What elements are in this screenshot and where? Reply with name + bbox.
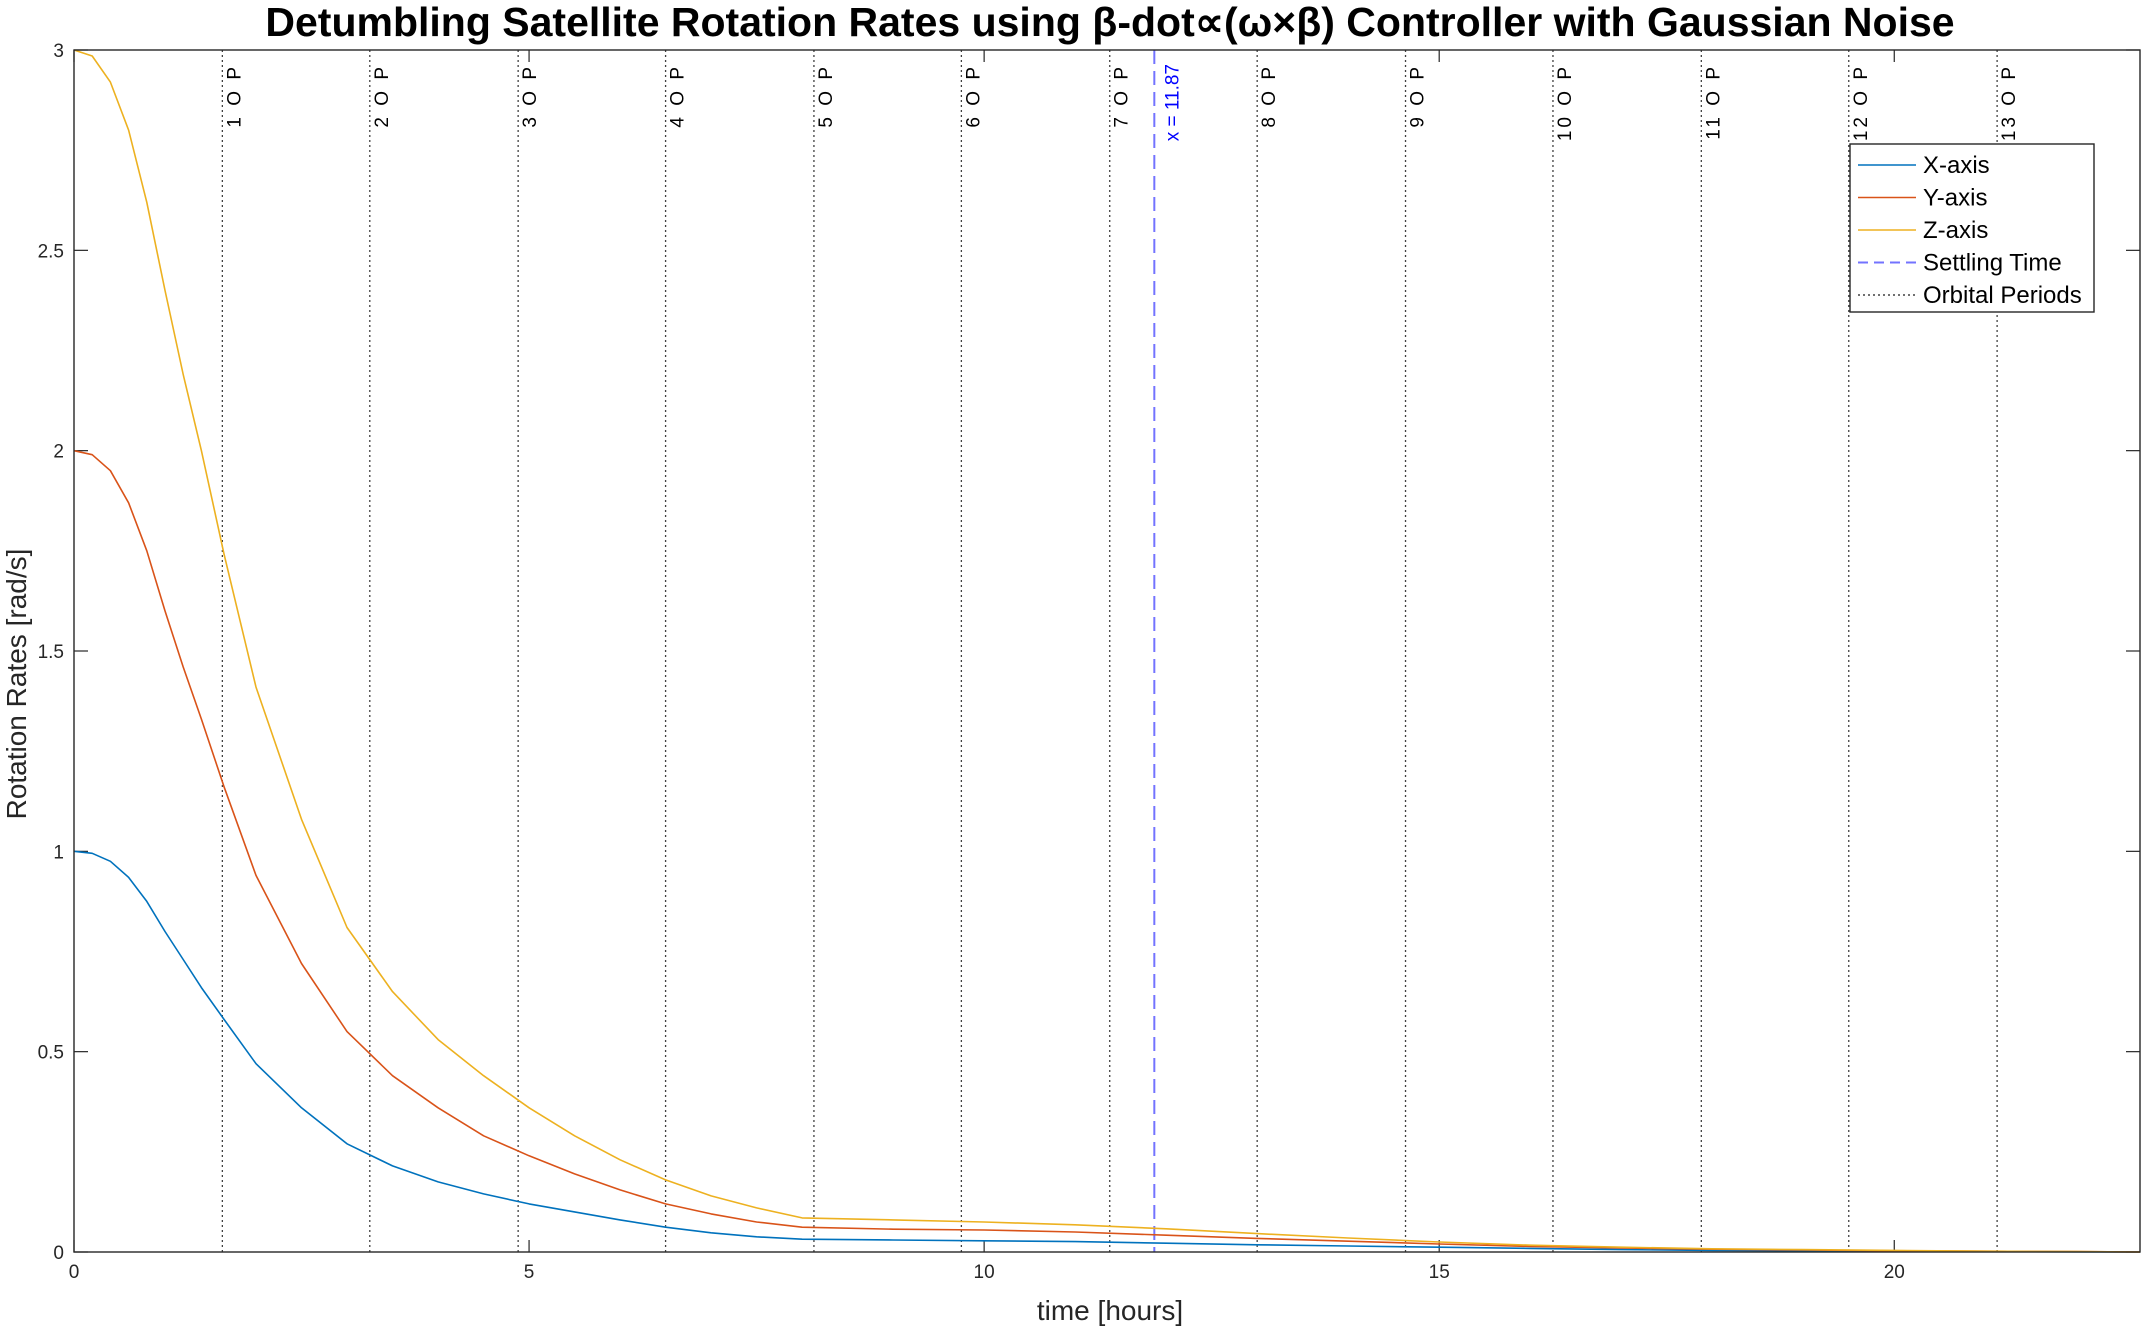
y-tick-label: 0.5	[38, 1043, 64, 1064]
orbital-period-label: 6 O P	[963, 64, 984, 128]
legend: X-axis Y-axis Z-axis Settling Time Orbital P…	[1849, 143, 2095, 313]
x-tick-label: 15	[1429, 1262, 1450, 1283]
y-tick-label: 1.5	[38, 642, 64, 663]
chart-title: Detumbling Satellite Rotation Rates usin…	[265, 0, 1954, 45]
axes-frame	[73, 49, 2141, 1253]
legend-item-label: Y-axis	[1923, 185, 1987, 212]
orbital-period-label: 5 O P	[816, 64, 837, 128]
axes-background	[74, 50, 2140, 1252]
x-tick-label: 20	[1884, 1262, 1905, 1283]
orbital-period-label: 9 O P	[1408, 64, 1429, 128]
orbital-period-label: 11 O P	[1703, 64, 1724, 140]
y-tick-label: 0	[53, 1243, 64, 1264]
legend-item-label: Z-axis	[1923, 217, 1988, 244]
x-axis-label: time [hours]	[1037, 1295, 1183, 1326]
legend-item-label: Orbital Periods	[1923, 282, 2082, 309]
orbital-period-label: 8 O P	[1259, 64, 1280, 128]
y-tick-label: 1	[53, 842, 64, 863]
orbital-period-label: 7 O P	[1112, 64, 1133, 128]
y-tick-label: 3	[53, 41, 64, 62]
orbital-period-label: 1 O P	[224, 64, 245, 128]
series-line-x-axis	[73, 850, 2141, 1253]
orbital-period-label: 2 O P	[372, 64, 393, 128]
x-tick-label: 10	[974, 1262, 995, 1283]
y-tick-label: 2	[53, 442, 64, 463]
y-tick-label: 2.5	[38, 241, 64, 262]
x-tick-label: 5	[524, 1262, 535, 1283]
series-line-z-axis	[73, 49, 2141, 1253]
orbital-period-label: 3 O P	[520, 64, 541, 128]
y-axis-label: Rotation Rates [rad/s]	[1, 549, 32, 820]
orbital-period-label: 12 O P	[1851, 64, 1872, 141]
x-tick-label: 0	[69, 1262, 80, 1283]
orbital-period-label: 4 O P	[668, 64, 689, 128]
plot-area: 1 O P 2 O P 3 O P 4 O P 5 O P 6 O P 7 O P 8 O P…	[38, 41, 2141, 1283]
legend-item-label: Settling Time	[1923, 250, 2062, 277]
orbital-period-label: 10 O P	[1555, 64, 1576, 141]
legend-box	[1849, 143, 2095, 313]
orbital-period-label: 13 O P	[1999, 64, 2020, 141]
legend-item-label: X-axis	[1923, 152, 1990, 179]
settling-time-label: x = 11.87	[1162, 64, 1183, 141]
